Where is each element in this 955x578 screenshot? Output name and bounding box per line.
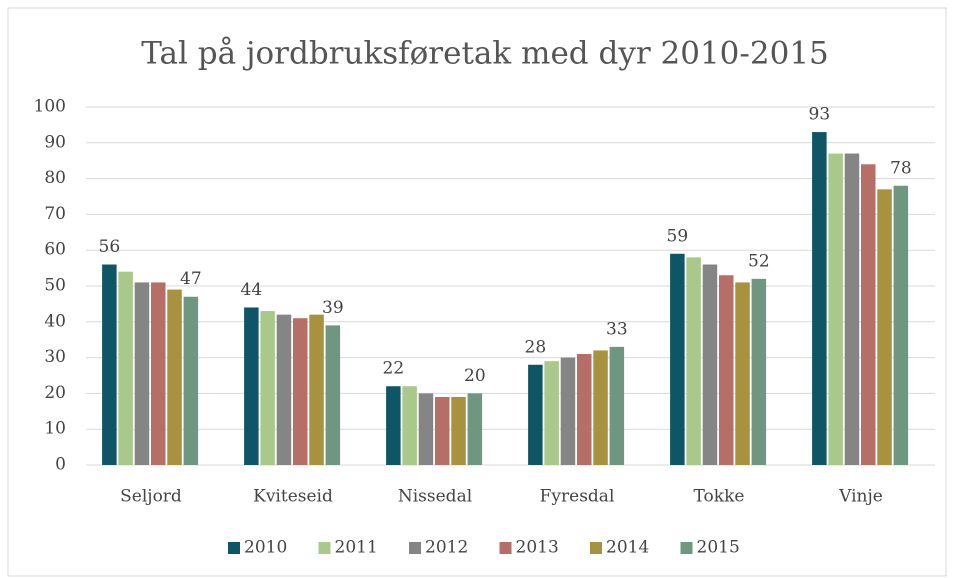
bar — [467, 393, 483, 465]
x-tick-label: Tokke — [694, 487, 745, 507]
y-tick-label: 50 — [44, 276, 66, 296]
bar — [735, 282, 750, 465]
x-tick-label: Kviteseid — [253, 487, 333, 507]
legend-swatch — [499, 542, 512, 554]
bar — [325, 325, 341, 465]
bar — [670, 253, 685, 465]
data-label: 39 — [322, 298, 344, 318]
bar — [102, 264, 117, 465]
bar — [560, 357, 576, 465]
data-label: 20 — [464, 366, 486, 386]
bar — [402, 386, 417, 465]
legend-swatch — [318, 542, 331, 554]
bar — [276, 314, 292, 465]
bar — [167, 289, 182, 465]
bar — [593, 350, 608, 465]
data-label: 33 — [606, 319, 628, 339]
bar — [293, 318, 308, 465]
legend-label: 2011 — [335, 538, 378, 558]
y-tick-label: 60 — [44, 240, 66, 260]
bar — [435, 396, 450, 465]
bar — [244, 307, 259, 465]
legend-swatch — [590, 542, 602, 554]
bar — [309, 314, 324, 465]
bar — [702, 264, 718, 465]
y-tick-label: 0 — [55, 455, 66, 475]
bar — [686, 257, 701, 465]
y-tick-label: 40 — [44, 311, 66, 331]
y-tick-label: 10 — [44, 419, 66, 439]
data-label: 56 — [99, 237, 121, 257]
legend-swatch — [228, 542, 240, 554]
legend-label: 2013 — [516, 538, 559, 558]
data-label: 93 — [809, 105, 831, 125]
chart-title: Tal på jordbruksføretak med dyr 2010-201… — [141, 36, 829, 72]
y-tick-label: 100 — [34, 97, 66, 117]
bar — [386, 386, 401, 465]
bar — [151, 282, 166, 465]
bar — [751, 278, 767, 465]
data-label: 28 — [525, 337, 547, 357]
data-label: 44 — [241, 280, 263, 300]
x-tick-label: Seljord — [120, 487, 182, 507]
bar — [877, 189, 892, 465]
bar — [812, 132, 827, 465]
legend-swatch — [680, 542, 693, 554]
bar — [418, 393, 434, 465]
data-label: 59 — [667, 226, 689, 246]
data-label: 52 — [748, 251, 770, 271]
data-label: 78 — [890, 158, 912, 178]
legend-label: 2010 — [244, 538, 287, 558]
x-tick-label: Fyresdal — [540, 487, 615, 507]
legend-label: 2012 — [425, 538, 468, 558]
y-tick-label: 20 — [44, 383, 66, 403]
legend-swatch — [409, 542, 421, 554]
y-tick-label: 30 — [44, 347, 66, 367]
bar — [544, 361, 559, 465]
y-tick-label: 80 — [44, 168, 66, 188]
data-label: 47 — [180, 269, 202, 289]
legend-label: 2014 — [606, 538, 649, 558]
y-tick-label: 90 — [44, 132, 66, 152]
bar — [451, 396, 466, 465]
bar — [609, 346, 625, 465]
bar — [118, 271, 133, 465]
bar — [577, 354, 592, 465]
y-tick-label: 70 — [44, 204, 66, 224]
bar — [893, 185, 909, 465]
bar — [528, 364, 543, 465]
bar — [719, 275, 734, 465]
x-tick-label: Nissedal — [398, 487, 472, 507]
bar — [183, 296, 199, 465]
bar — [828, 153, 843, 466]
x-tick-label: Vinje — [838, 487, 883, 507]
bar — [260, 311, 275, 465]
bar — [134, 282, 150, 465]
legend-label: 2015 — [697, 538, 740, 558]
bar — [844, 153, 860, 466]
bar — [861, 164, 876, 465]
data-label: 22 — [383, 359, 405, 379]
